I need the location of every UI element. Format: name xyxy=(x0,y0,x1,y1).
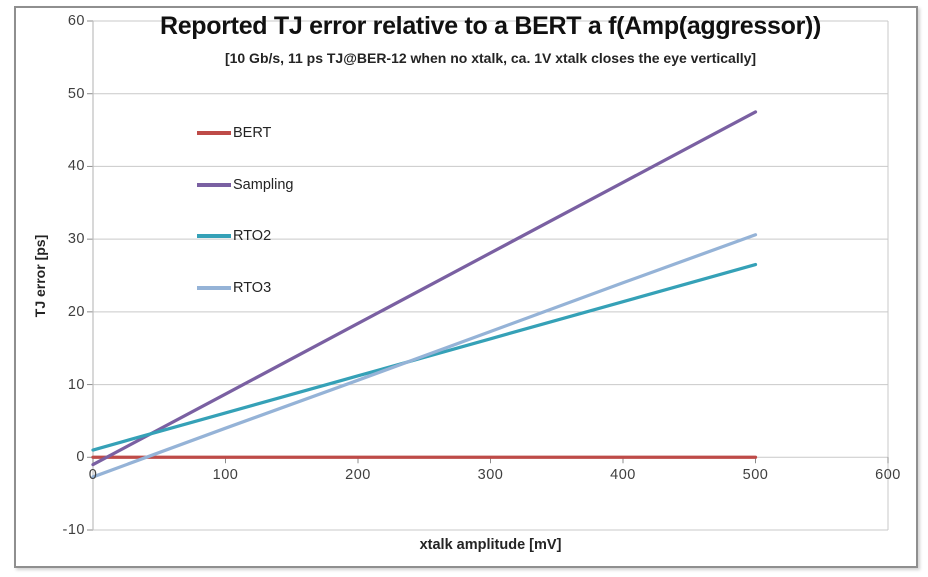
y-tick-label-20: 20 xyxy=(67,303,85,320)
legend-label: RTO2 xyxy=(233,228,272,244)
legend-swatch-Sampling xyxy=(197,182,231,187)
legend-label: RTO3 xyxy=(233,279,272,296)
x-tick-label-200: 200 xyxy=(345,467,371,484)
x-tick-label-600: 600 xyxy=(875,467,901,484)
legend-swatch-RTO3 xyxy=(197,285,231,290)
series-line-RTO3 xyxy=(91,233,758,479)
x-tick-label-400: 400 xyxy=(610,467,636,484)
chart-border xyxy=(14,6,918,568)
y-tick-label-60: 60 xyxy=(67,13,85,29)
legend-item-RTO3: RTO3 xyxy=(197,280,271,296)
x-tick-label-0: 0 xyxy=(88,467,98,484)
x-tick-label-100: 100 xyxy=(212,467,239,484)
y-tick-label--10: -10 xyxy=(62,522,85,538)
chart-title: Reported TJ error relative to a BERT a f… xyxy=(159,12,822,40)
legend-label: Sampling xyxy=(233,176,294,193)
legend-swatch-BERT xyxy=(197,131,231,135)
legend-item-BERT: BERT xyxy=(197,125,271,141)
legend-label: BERT xyxy=(233,125,272,141)
x-axis-title: xtalk amplitude [mV] xyxy=(419,537,562,553)
legend-item-Sampling: Sampling xyxy=(197,177,293,193)
chart-subtitle: [10 Gb/s, 11 ps TJ@BER-12 when no xtalk,… xyxy=(224,50,757,66)
y-tick-label-0: 0 xyxy=(76,449,85,466)
y-tick-label-40: 40 xyxy=(67,158,85,175)
x-tick-label-300: 300 xyxy=(477,467,504,484)
y-tick-label-50: 50 xyxy=(67,85,85,102)
legend-item-RTO2: RTO2 xyxy=(197,228,271,244)
y-tick-label-30: 30 xyxy=(67,231,85,248)
legend-swatch-RTO2 xyxy=(197,234,231,238)
x-tick-label-500: 500 xyxy=(742,467,769,484)
series-line-Sampling xyxy=(91,110,758,467)
y-tick-label-10: 10 xyxy=(67,376,85,393)
